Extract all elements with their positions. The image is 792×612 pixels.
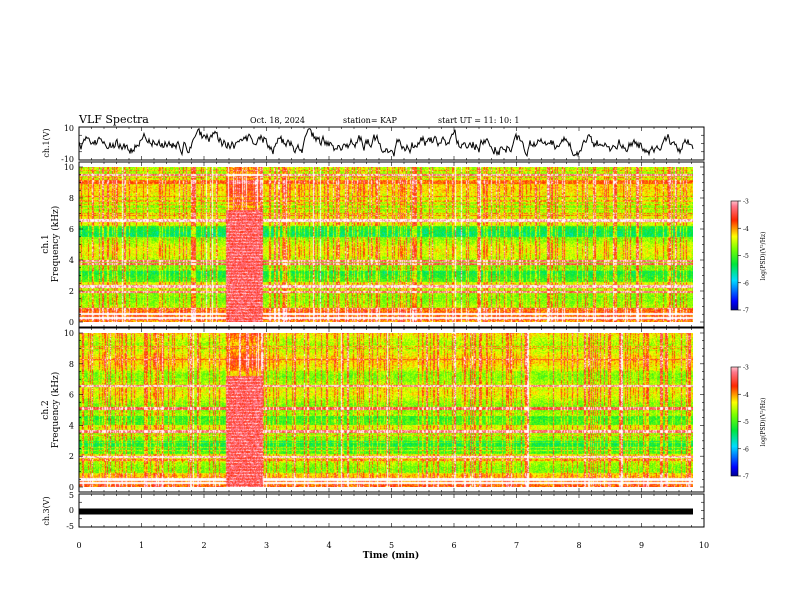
station-label: station= KAP	[343, 116, 398, 125]
ch1-waveform-panel: 10 -10 ch.1(V)	[42, 124, 705, 164]
x-tick-label: 4	[326, 541, 331, 550]
colorbar-tick-label: -4	[743, 392, 749, 399]
ch1-ytick-top: 10	[64, 124, 74, 133]
x-tick-label: 8	[576, 541, 581, 550]
colorbar-tick-label: -7	[743, 474, 749, 481]
ch1-ytick-bottom: -10	[61, 155, 74, 164]
colorbar-tick-label: -6	[743, 446, 749, 453]
ch2-colorbar-gradient	[731, 367, 738, 476]
colorbar-tick-label: -5	[743, 419, 749, 426]
ch2-spectrogram-ylabel-channel: ch.2	[41, 400, 51, 419]
y-tick-label: 8	[69, 360, 74, 369]
y-tick-label: 2	[69, 287, 74, 296]
x-tick-label: 2	[201, 541, 206, 550]
ch3-ytick-top: 5	[69, 491, 74, 500]
y-tick-label: 4	[69, 256, 74, 265]
ch2-colorbar: -3 -4 -5 -6 -7 log(PSD)(V²/Hz)	[730, 365, 767, 481]
y-tick-label: 10	[64, 163, 74, 172]
ch1-waveform-ylabel: ch.1(V)	[42, 128, 51, 157]
date-label: Oct. 18, 2024	[250, 116, 305, 125]
x-tick-label: 0	[76, 541, 81, 550]
ch1-colorbar-gradient	[731, 201, 738, 310]
colorbar-tick-label: -5	[743, 253, 749, 260]
y-tick-label: 8	[69, 194, 74, 203]
ch3-waveform-ylabel: ch.3(V)	[42, 496, 51, 525]
ch2-spectrogram-ylabel-frequency: Frequency (kHz)	[50, 372, 61, 449]
ch1-spectrogram-ylabel-frequency: Frequency (kHz)	[50, 206, 61, 283]
ch1-spectrogram-ylabel-channel: ch.1	[41, 234, 51, 253]
y-tick-label: 6	[69, 391, 74, 400]
ch2-spectrogram-panel: 0 2 4 6 8 10 ch.2 Frequency (kHz)	[41, 327, 705, 493]
y-tick-label: 0	[69, 318, 74, 327]
figure-title: VLF Spectra	[78, 113, 149, 126]
ch2-spectrogram-image	[79, 333, 693, 487]
x-tick-label: 1	[139, 541, 144, 550]
colorbar-tick-label: -4	[743, 226, 749, 233]
y-tick-label: 10	[64, 329, 74, 338]
ch3-ytick-mid: 0	[69, 506, 74, 515]
y-tick-label: 4	[69, 421, 74, 430]
colorbar-tick-label: -7	[743, 308, 749, 315]
ch1-spectrogram-panel: 0 2 4 6 8 10 ch.1 Frequency (kHz)	[41, 161, 705, 328]
ch1-colorbar-label: log(PSD)(V²/Hz)	[760, 232, 767, 281]
ch3-waveform-line	[79, 508, 693, 515]
y-tick-label: 2	[69, 452, 74, 461]
x-tick-label: 10	[699, 541, 709, 550]
colorbar-tick-label: -3	[743, 199, 749, 206]
x-tick-label: 3	[264, 541, 269, 550]
ch1-waveform-line	[78, 127, 694, 158]
ch2-colorbar-label: log(PSD)(V²/Hz)	[760, 398, 767, 447]
ch1-colorbar: -3 -4 -5 -6 -7 log(PSD)(V²/Hz)	[730, 199, 767, 315]
x-axis-label: Time (min)	[363, 550, 420, 561]
colorbar-tick-label: -3	[743, 365, 749, 372]
ch3-ytick-bottom: -5	[66, 522, 74, 531]
y-tick-label: 6	[69, 225, 74, 234]
y-tick-label: 0	[69, 483, 74, 492]
ch3-waveform-panel: 5 0 -5 ch.3(V)	[42, 491, 705, 531]
x-tick-label: 7	[514, 541, 519, 550]
start-time-label: start UT = 11: 10: 1	[438, 116, 519, 125]
colorbar-tick-label: -6	[743, 280, 749, 287]
ch1-spectrogram-image	[79, 167, 693, 322]
x-tick-label: 5	[389, 541, 394, 550]
x-tick-label: 6	[451, 541, 456, 550]
x-tick-label: 9	[639, 541, 644, 550]
